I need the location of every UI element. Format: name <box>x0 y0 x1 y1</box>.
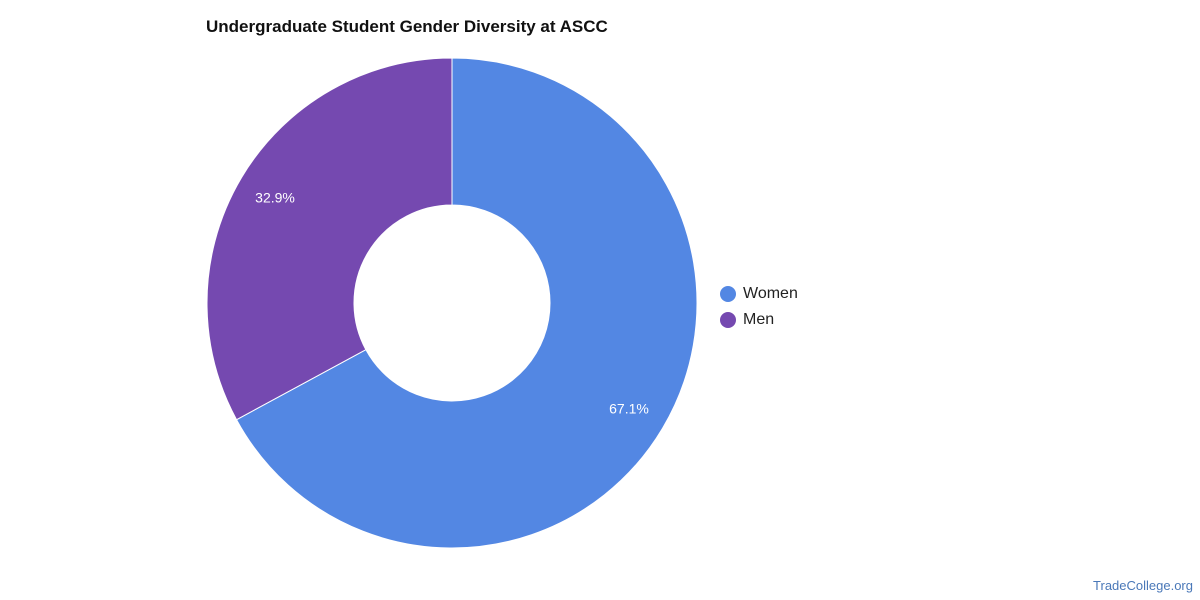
slice-label-women: 67.1% <box>609 400 649 416</box>
legend-item-women[interactable]: Women <box>720 281 798 307</box>
watermark[interactable]: TradeCollege.org <box>1093 578 1193 593</box>
legend-swatch-men <box>720 312 736 328</box>
slice-women[interactable] <box>235 57 698 549</box>
legend-item-men[interactable]: Men <box>720 307 798 333</box>
legend-swatch-women <box>720 286 736 302</box>
chart-title: Undergraduate Student Gender Diversity a… <box>206 17 608 36</box>
legend-label-women: Women <box>743 285 798 302</box>
slice-men[interactable] <box>206 57 453 421</box>
legend-label-men: Men <box>743 311 775 328</box>
slice-label-men: 32.9% <box>255 190 295 206</box>
chart-legend: Women Men <box>720 281 798 333</box>
